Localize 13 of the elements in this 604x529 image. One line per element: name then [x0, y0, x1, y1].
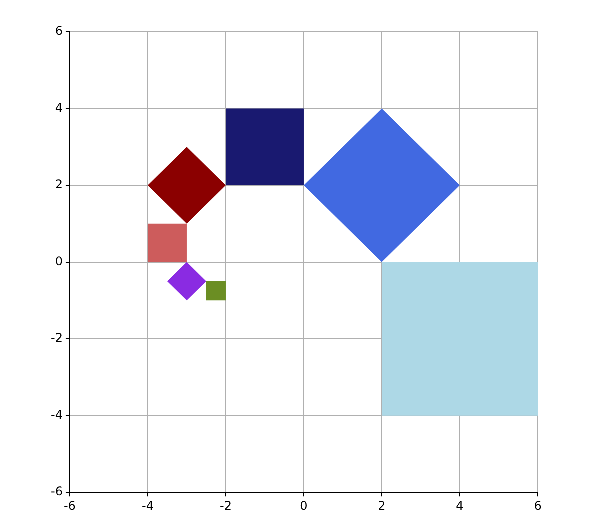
y-tick-label: 0	[55, 254, 63, 268]
y-tick-label: -2	[50, 331, 63, 346]
x-tick-label: 0	[300, 498, 308, 513]
y-tick-label: 2	[55, 178, 63, 192]
x-tick-label: 2	[378, 498, 386, 513]
x-tick-label: -4	[142, 498, 154, 513]
y-tick-label: 4	[55, 100, 63, 115]
y-tick-label: -6	[50, 484, 63, 499]
x-tick-label: 4	[456, 498, 464, 513]
y-tick-label: -4	[50, 408, 63, 422]
y-tick-label: 6	[55, 24, 63, 38]
x-tick-label: 6	[534, 498, 542, 513]
x-tick-label: -2	[220, 498, 232, 513]
